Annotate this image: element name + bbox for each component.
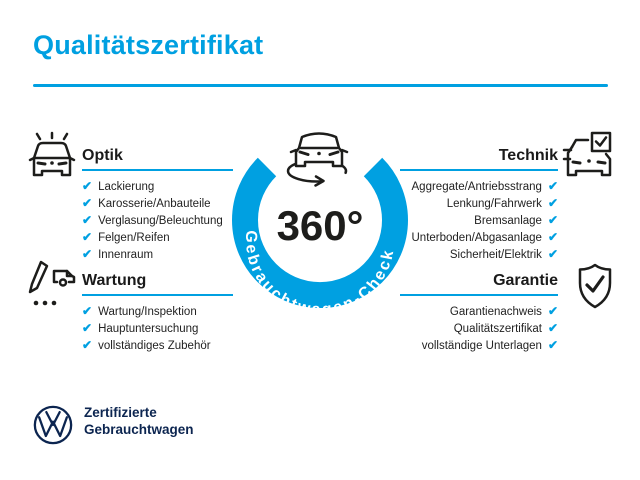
list-item: vollständige Unterlagen ✔ bbox=[421, 338, 558, 352]
list-item: ✔ vollständiges Zubehör bbox=[82, 338, 211, 352]
optik-checklist: ✔ Lackierung ✔ Karosserie/Anbauteile ✔ Verg… bbox=[82, 178, 223, 263]
section-rule-wartung bbox=[82, 294, 233, 296]
check-icon: ✔ bbox=[82, 179, 93, 193]
section-rule-garantie bbox=[400, 294, 558, 296]
garantie-checklist: Garantienachweis ✔ Qualitätszertifikat ✔ v… bbox=[422, 303, 558, 354]
rotating-car-icon bbox=[286, 132, 349, 187]
car-checkbox-icon bbox=[562, 131, 612, 177]
section-title-wartung: Wartung bbox=[82, 272, 147, 289]
check-icon: ✔ bbox=[547, 196, 558, 210]
list-item: ✔ Karosserie/Anbauteile bbox=[82, 196, 211, 210]
list-item: ✔ Lackierung bbox=[82, 179, 155, 193]
check-icon: ✔ bbox=[547, 338, 558, 352]
section-rule-technik bbox=[400, 169, 558, 171]
check-icon: ✔ bbox=[82, 338, 93, 352]
vw-logo bbox=[33, 405, 73, 445]
list-item: Lenkung/Fahrwerk ✔ bbox=[446, 196, 558, 210]
wartung-checklist: ✔ Wartung/Inspektion ✔ Hauptuntersuchung ✔… bbox=[82, 303, 211, 354]
check-icon: ✔ bbox=[82, 196, 93, 210]
list-item: Aggregate/Antriebsstrang ✔ bbox=[411, 179, 558, 193]
check-icon: ✔ bbox=[82, 304, 93, 318]
list-item: ✔ Felgen/Reifen bbox=[82, 230, 170, 244]
check-icon: ✔ bbox=[82, 247, 93, 261]
check-icon: ✔ bbox=[82, 230, 93, 244]
list-item: Bremsanlage ✔ bbox=[474, 213, 558, 227]
check-icon: ✔ bbox=[82, 321, 93, 335]
check-icon: ✔ bbox=[547, 179, 558, 193]
list-item: Garantienachweis ✔ bbox=[449, 304, 558, 318]
service-pen-icon bbox=[28, 260, 76, 306]
technik-checklist: Aggregate/Antriebsstrang ✔ Lenkung/Fahrwe… bbox=[412, 178, 559, 263]
check-icon: ✔ bbox=[82, 213, 93, 227]
shield-check-icon bbox=[578, 263, 612, 309]
check-icon: ✔ bbox=[547, 247, 558, 261]
page-title: Qualitätszertifikat bbox=[33, 30, 264, 60]
brand-label: Zertifizierte Gebrauchtwagen bbox=[84, 405, 194, 438]
section-title-optik: Optik bbox=[82, 147, 123, 164]
brand-label-line1: Zertifizierte bbox=[84, 405, 157, 420]
section-title-technik: Technik bbox=[498, 147, 558, 164]
360-check-ring: Gebrauchtwagen-Check bbox=[232, 157, 408, 308]
brand-label-line2: Gebrauchtwagen bbox=[84, 421, 194, 437]
list-item: ✔ Innenraum bbox=[82, 247, 154, 261]
check-icon: ✔ bbox=[547, 321, 558, 335]
car-shine-icon bbox=[28, 131, 76, 177]
list-item: Sicherheit/Elektrik ✔ bbox=[449, 247, 558, 261]
section-title-garantie: Garantie bbox=[493, 272, 558, 289]
check-icon: ✔ bbox=[547, 213, 558, 227]
check-icon: ✔ bbox=[547, 304, 558, 318]
list-item: ✔ Wartung/Inspektion bbox=[82, 304, 197, 318]
title-divider bbox=[33, 84, 608, 87]
check-icon: ✔ bbox=[547, 230, 558, 244]
list-item: Unterboden/Abgasanlage ✔ bbox=[411, 230, 559, 244]
list-item: ✔ Hauptuntersuchung bbox=[82, 321, 199, 335]
degree-label: 360° bbox=[276, 202, 364, 249]
list-item: ✔ Verglasung/Beleuchtung bbox=[82, 213, 223, 227]
section-rule-optik bbox=[82, 169, 233, 171]
list-item: Qualitätszertifikat ✔ bbox=[453, 321, 558, 335]
